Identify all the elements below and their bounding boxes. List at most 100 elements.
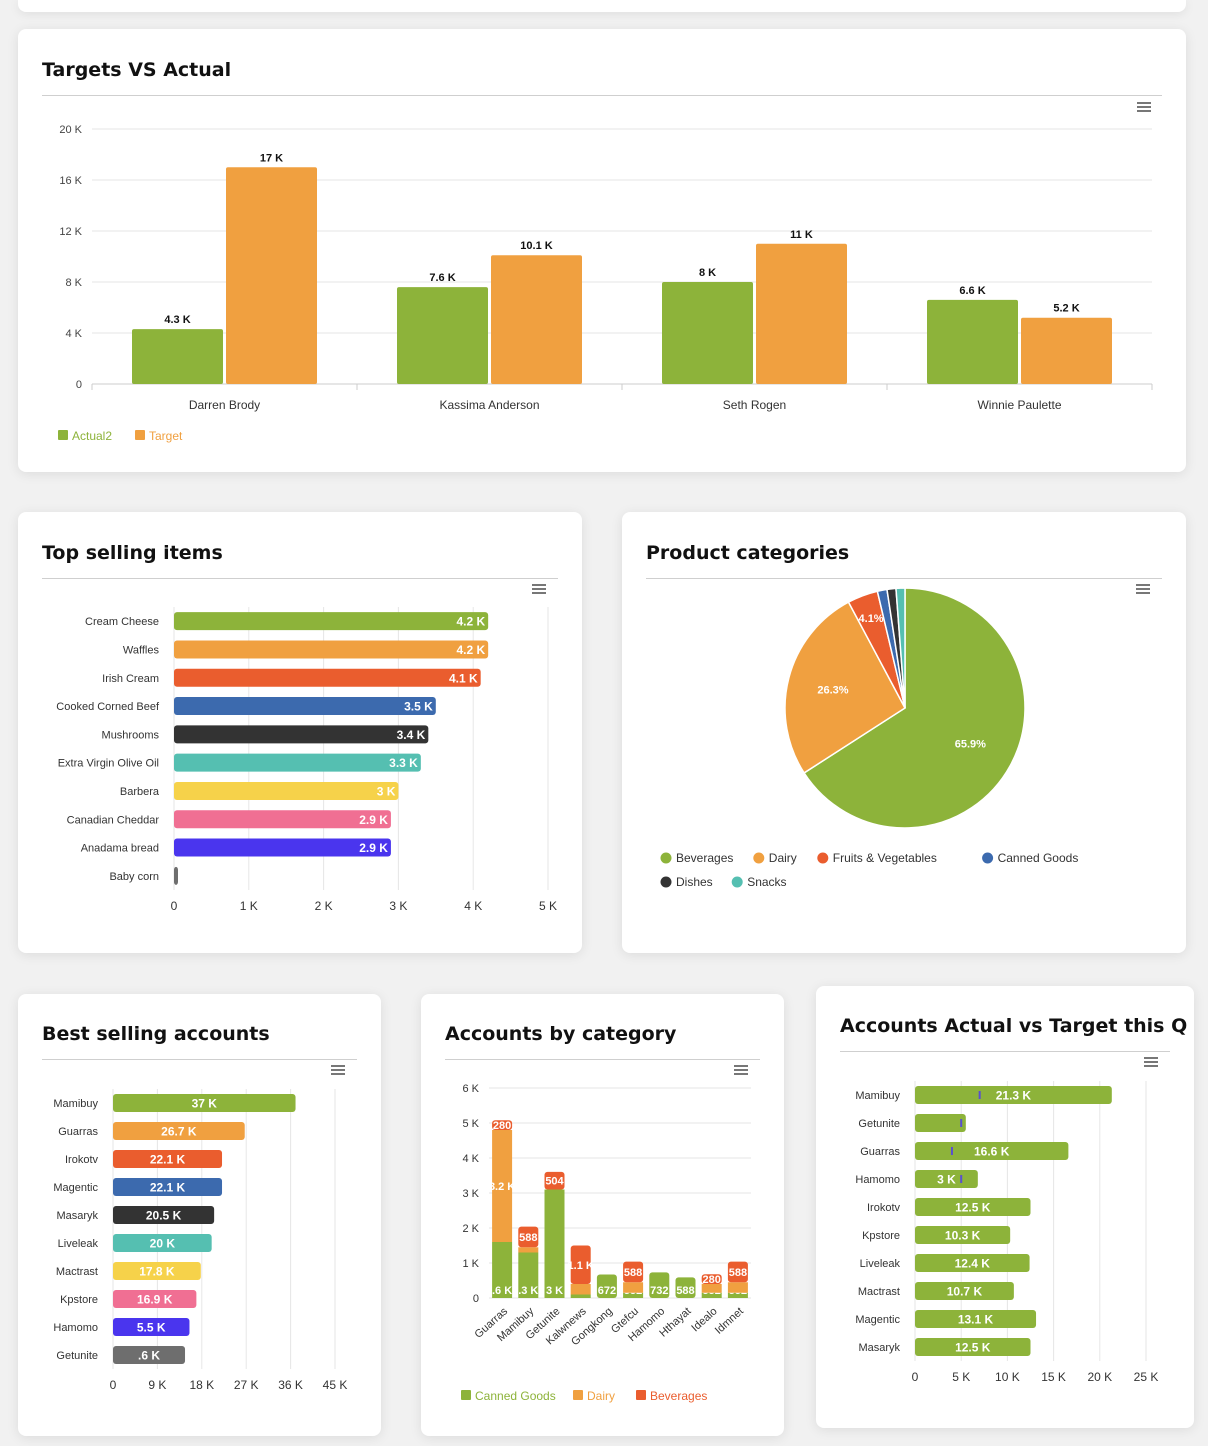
data-label: 6.6 K — [959, 285, 985, 297]
data-label: 16.6 K — [974, 1145, 1010, 1159]
bar-actual2 — [662, 282, 753, 384]
previous-card-edge — [18, 0, 1186, 12]
stack-canned-goods — [518, 1252, 539, 1298]
title-divider — [42, 1059, 357, 1060]
bar — [174, 866, 178, 885]
data-label: 20.5 K — [146, 1209, 182, 1223]
chart-menu-icon[interactable] — [734, 1065, 748, 1075]
y-tick-label: Liveleak — [58, 1238, 99, 1250]
stack-canned-goods — [623, 1292, 644, 1298]
x-tick-label: Darren Brody — [189, 398, 260, 412]
product-categories-card: Product categories 65.9% 26.3% 4.1% Beverag… — [622, 512, 1186, 953]
chart-menu-icon[interactable] — [532, 584, 546, 594]
stack-dairy — [492, 1130, 513, 1242]
y-tick-label: Canadian Cheddar — [67, 814, 160, 826]
x-tick-label: 5 K — [952, 1370, 970, 1384]
data-label: 12.4 K — [955, 1257, 991, 1271]
bar — [174, 753, 421, 772]
x-tick-label: 9 K — [148, 1378, 166, 1392]
y-tick-label: Mamibuy — [855, 1090, 900, 1102]
x-tick-label: Seth Rogen — [723, 398, 786, 412]
y-tick-label: 4 K — [462, 1153, 479, 1165]
y-tick-label: 16 K — [59, 175, 82, 187]
stack-canned-goods — [701, 1292, 722, 1298]
title-divider — [42, 578, 558, 579]
chart-menu-icon[interactable] — [1137, 102, 1151, 112]
legend-swatch — [135, 430, 145, 440]
accounts-actual-vs-target-card: Accounts Actual vs Target this Q 0 5 K 10 … — [816, 986, 1194, 1428]
y-tick-label: 1 K — [462, 1258, 479, 1270]
data-label: 280 — [703, 1274, 721, 1286]
stack-canned-goods — [596, 1274, 617, 1298]
data-label: 2.9 K — [359, 841, 388, 855]
bar — [113, 1150, 223, 1168]
best-selling-accounts-card: Best selling accounts 0 9 K 18 K 27 K 36 K 45… — [18, 994, 381, 1436]
data-label: 37 K — [192, 1097, 218, 1111]
card-title: Best selling accounts — [42, 1023, 270, 1045]
target-marker — [950, 1147, 953, 1155]
y-tick-label: Guarras — [58, 1126, 98, 1138]
y-tick-label: Liveleak — [860, 1258, 901, 1270]
data-label: 13.1 K — [958, 1313, 994, 1327]
y-tick-label: Irokotv — [65, 1154, 99, 1166]
card-title: Accounts by category — [445, 1023, 677, 1045]
slice-label: 26.3% — [817, 684, 848, 696]
data-label: 5.2 K — [1053, 303, 1079, 315]
stack-beverages — [623, 1261, 644, 1283]
legend-label: Actual2 — [72, 429, 112, 443]
x-tick-label: 20 K — [1087, 1370, 1112, 1384]
data-label: 3.2 K — [489, 1181, 515, 1193]
chart-menu-icon[interactable] — [1136, 584, 1150, 594]
x-tick-label: 5 K — [539, 899, 557, 913]
data-label: 4.2 K — [456, 615, 485, 629]
data-label: 8 K — [699, 267, 716, 279]
chart-menu-icon[interactable] — [331, 1065, 345, 1075]
legend-label: Snacks — [747, 875, 786, 889]
data-label: 4.2 K — [456, 643, 485, 657]
bar — [174, 725, 429, 744]
legend-swatch — [461, 1390, 471, 1400]
y-tick-label: 12 K — [59, 226, 82, 238]
y-tick-label: Guarras — [860, 1146, 900, 1158]
legend-label: Canned Goods — [475, 1389, 556, 1403]
y-tick-label: Getunite — [56, 1350, 98, 1362]
data-label: 4.3 K — [164, 314, 190, 326]
top-selling-items-chart: 0 1 K 2 K 3 K 4 K 5 K Cream Cheese 4.2 K Waffles… — [56, 607, 557, 913]
bar-target — [226, 167, 317, 384]
bar — [174, 838, 391, 857]
stack-beverages — [492, 1120, 513, 1130]
x-tick-label: 45 K — [323, 1378, 348, 1392]
data-label: .6 K — [492, 1285, 512, 1297]
legend-swatch — [58, 430, 68, 440]
y-tick-label: 20 K — [59, 124, 82, 136]
bar — [915, 1114, 966, 1132]
data-label: 3.4 K — [397, 728, 426, 742]
y-tick-label: 0 — [76, 379, 82, 391]
data-label: 3.5 K — [404, 700, 433, 714]
data-label: 504 — [545, 1176, 564, 1188]
data-label: 12.5 K — [955, 1341, 991, 1355]
bar — [174, 640, 489, 659]
stack-dairy — [701, 1284, 722, 1293]
target-marker — [960, 1175, 963, 1183]
data-label: 21.3 K — [996, 1089, 1032, 1103]
y-tick-label: 4 K — [65, 328, 82, 340]
data-label: 732 — [650, 1285, 668, 1297]
legend-marker — [660, 876, 672, 888]
x-tick-label: Winnie Paulette — [977, 398, 1061, 412]
bar — [174, 781, 399, 800]
chart-menu-icon[interactable] — [1144, 1057, 1158, 1067]
pie-slice-snacks — [895, 587, 906, 709]
stack-beverages — [544, 1171, 565, 1190]
data-label: 10.1 K — [520, 240, 552, 252]
bar — [113, 1178, 223, 1196]
data-label: 3.3 K — [389, 756, 418, 770]
y-tick-label: Magentic — [855, 1314, 900, 1326]
y-tick-label: Extra Virgin Olive Oil — [58, 758, 159, 770]
legend-label: Beverages — [676, 851, 733, 865]
title-divider — [840, 1051, 1170, 1052]
legend-label: Fruits & Vegetables — [833, 851, 937, 865]
data-label: .6 K — [138, 1349, 160, 1363]
y-tick-label: Getunite — [858, 1118, 900, 1130]
y-tick-label: Mactrast — [56, 1266, 98, 1278]
